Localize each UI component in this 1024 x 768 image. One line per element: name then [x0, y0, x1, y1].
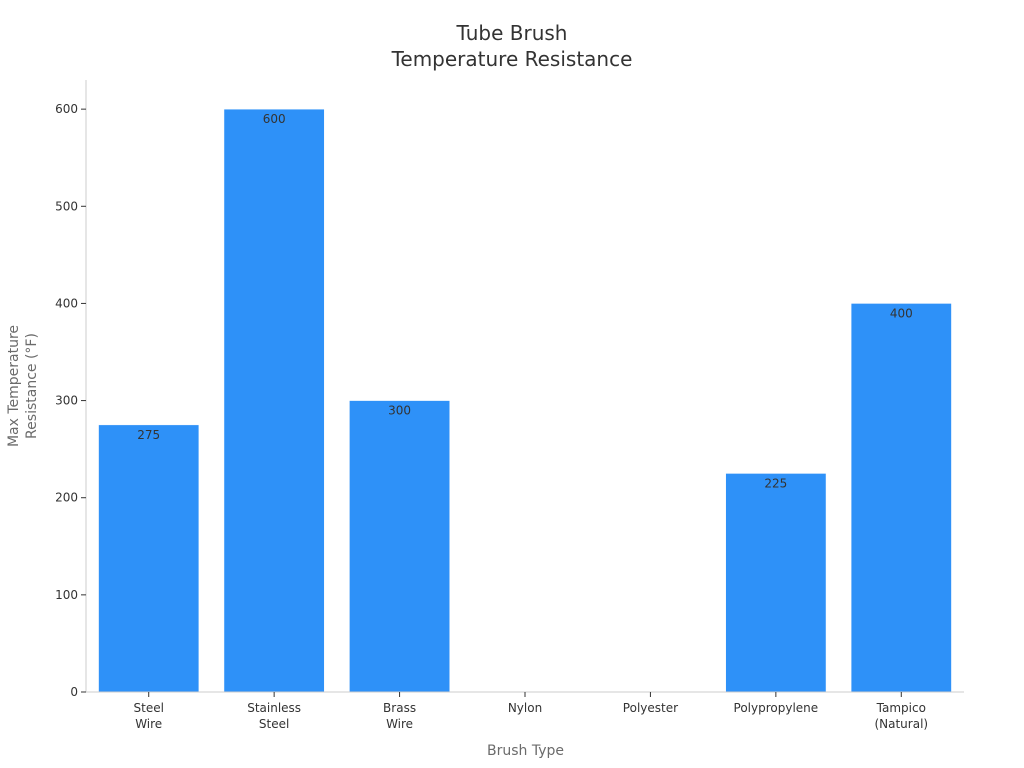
data-label-steel-wire: 275 [137, 428, 160, 442]
x-tick-label-tampico-natural: Tampico [876, 701, 926, 715]
y-tick-label-200: 200 [55, 491, 78, 505]
x-tick-label-polyester: Polyester [623, 701, 678, 715]
x-tick-label-polypropylene: Polypropylene [734, 701, 819, 715]
x-tick-label-tampico-natural: (Natural) [874, 717, 928, 731]
bar-polypropylene [726, 473, 826, 692]
data-label-polypropylene: 225 [764, 476, 787, 490]
y-axis-title-line-1: Max Temperature [6, 325, 22, 447]
x-tick-label-brass-wire: Wire [386, 717, 413, 731]
x-tick-label-stainless-steel: Stainless [247, 701, 301, 715]
y-axis-title-line-2: Resistance (°F) [24, 333, 40, 439]
x-tick-label-steel-wire: Wire [135, 717, 162, 731]
y-tick-label-600: 600 [55, 102, 78, 116]
data-label-tampico-natural: 400 [890, 306, 913, 320]
y-tick-label-300: 300 [55, 394, 78, 408]
bar-tampico-natural [851, 303, 951, 692]
y-tick-label-400: 400 [55, 296, 78, 310]
data-label-stainless-steel: 600 [263, 112, 286, 126]
y-tick-label-500: 500 [55, 199, 78, 213]
axes-layer [86, 80, 964, 692]
x-axis-title: Brush Type [487, 743, 564, 759]
x-tick-label-stainless-steel: Steel [259, 717, 289, 731]
bar-brass-wire [349, 401, 449, 692]
y-ticks: 0 100 200 300 400 500 600 [55, 102, 86, 699]
data-label-brass-wire: 300 [388, 404, 411, 418]
y-tick-label-100: 100 [55, 588, 78, 602]
y-tick-label-0: 0 [70, 685, 78, 699]
x-tick-label-steel-wire: Steel [134, 701, 164, 715]
x-tick-label-nylon: Nylon [508, 701, 542, 715]
bars-layer [99, 109, 952, 692]
x-tick-label-brass-wire: Brass [383, 701, 416, 715]
chart-title-line-1: Tube Brush [456, 21, 568, 45]
bar-steel-wire [99, 425, 199, 692]
x-ticks: Steel Wire Stainless Steel Brass Wire Nylon Pol… [134, 692, 929, 731]
bar-stainless-steel [224, 109, 324, 692]
chart-title-line-2: Temperature Resistance [391, 47, 633, 71]
